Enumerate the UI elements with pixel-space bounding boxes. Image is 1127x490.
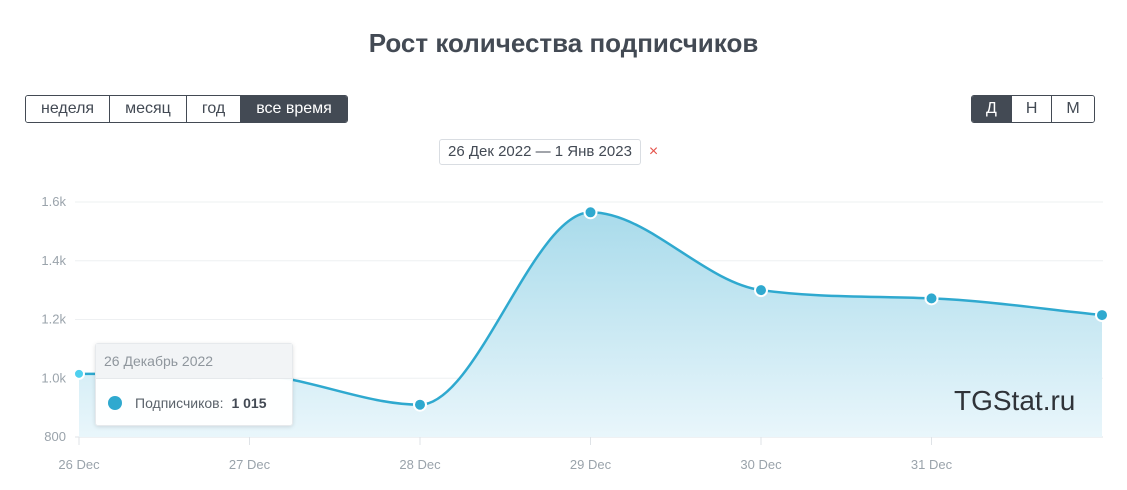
x-tick-label: 30 Dec xyxy=(740,457,782,472)
date-range-chip[interactable]: 26 Дек 2022 — 1 Янв 2023 xyxy=(439,139,641,165)
x-axis-labels: 26 Dec 27 Dec 28 Dec 29 Dec 30 Dec 31 Dec xyxy=(58,437,953,472)
x-tick-label: 31 Dec xyxy=(911,457,953,472)
date-range-filter: 26 Дек 2022 — 1 Янв 2023 × xyxy=(439,139,658,165)
period-month-button[interactable]: М xyxy=(1052,96,1094,122)
x-tick-label: 29 Dec xyxy=(570,457,612,472)
clear-date-range-icon[interactable]: × xyxy=(648,143,659,160)
tooltip-date: 26 Декабрь 2022 xyxy=(96,344,292,379)
tooltip-value: 1 015 xyxy=(231,395,267,411)
data-point[interactable] xyxy=(583,205,598,220)
chart-tooltip: 26 Декабрь 2022 Подписчиков: 1 015 xyxy=(95,343,293,426)
data-point[interactable] xyxy=(1095,308,1109,323)
range-year-button[interactable]: год xyxy=(186,96,242,122)
watermark-text: TGStat.ru xyxy=(954,385,1076,416)
period-selector: Д Н М xyxy=(971,95,1095,123)
y-tick-label: 1.4k xyxy=(41,253,66,268)
range-selector: неделя месяц год все время xyxy=(25,95,348,123)
series-marker-icon xyxy=(108,396,122,410)
y-tick-label: 1.6k xyxy=(41,194,66,209)
data-point[interactable] xyxy=(924,291,939,306)
y-tick-label: 1.2k xyxy=(41,312,66,327)
data-point[interactable] xyxy=(73,367,85,380)
tooltip-series-label: Подписчиков: xyxy=(135,395,224,411)
data-point[interactable] xyxy=(754,283,768,298)
x-tick-label: 28 Dec xyxy=(399,457,441,472)
y-tick-label: 1.0k xyxy=(41,370,66,385)
range-all-time-button[interactable]: все время xyxy=(241,96,347,122)
y-tick-label: 800 xyxy=(44,429,66,444)
y-axis-labels: 800 1.0k 1.2k 1.4k 1.6k xyxy=(41,194,66,444)
x-tick-label: 26 Dec xyxy=(58,457,100,472)
tooltip-body: Подписчиков: 1 015 xyxy=(96,379,292,427)
series-area xyxy=(79,212,1102,437)
period-day-button[interactable]: Д xyxy=(972,96,1012,122)
range-week-button[interactable]: неделя xyxy=(26,96,111,122)
x-tick-label: 27 Dec xyxy=(229,457,271,472)
period-week-button[interactable]: Н xyxy=(1011,96,1053,122)
data-point[interactable] xyxy=(413,397,427,412)
range-month-button[interactable]: месяц xyxy=(110,96,187,122)
chart-title: Рост количества подписчиков xyxy=(368,28,759,58)
